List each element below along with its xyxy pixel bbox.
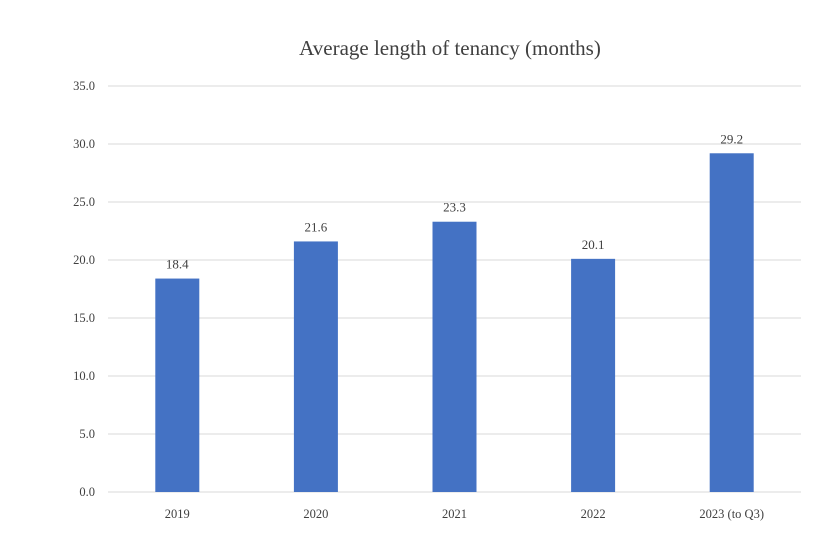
y-axis-tick-labels: 0.0 5.0 10.0 15.0 20.0 25.0 30.0 35.0 [73,79,95,499]
bars [155,153,754,492]
x-tick-label: 2023 (to Q3) [699,507,764,521]
data-label: 18.4 [166,257,189,272]
y-tick-label: 10.0 [73,369,95,383]
data-label: 21.6 [305,219,328,234]
y-tick-label: 25.0 [73,195,95,209]
bar [709,153,754,492]
data-label: 20.1 [582,237,605,252]
x-tick-label: 2022 [581,507,606,521]
y-tick-label: 30.0 [73,137,95,151]
y-tick-label: 0.0 [79,485,95,499]
bar [155,278,200,492]
data-label: 29.2 [720,131,743,146]
y-tick-label: 35.0 [73,79,95,93]
bar [432,221,477,492]
y-tick-label: 15.0 [73,311,95,325]
x-tick-label: 2020 [303,507,328,521]
x-tick-label: 2019 [165,507,190,521]
x-axis-tick-labels: 2019 2020 2021 2022 2023 (to Q3) [165,507,764,521]
y-tick-label: 20.0 [73,253,95,267]
bar [571,258,616,492]
data-labels: 18.4 21.6 23.3 20.1 29.2 [166,131,743,271]
chart-title: Average length of tenancy (months) [299,36,601,60]
x-tick-label: 2021 [442,507,467,521]
y-tick-label: 5.0 [79,427,95,441]
data-label: 23.3 [443,200,466,215]
bar [293,241,338,492]
